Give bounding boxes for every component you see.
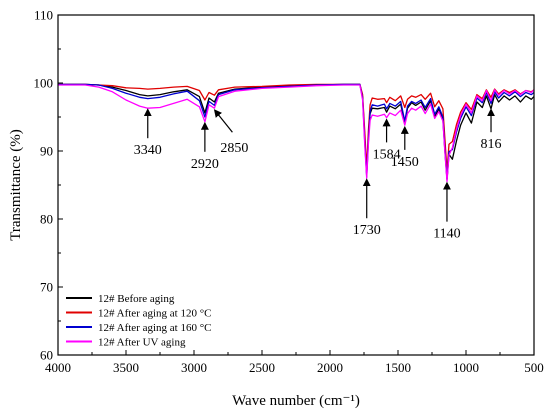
- annotation-label: 816: [481, 137, 502, 152]
- annotation-label: 3340: [134, 143, 162, 158]
- y-tick-label: 110: [34, 8, 53, 23]
- series-line-2: [58, 83, 535, 180]
- legend-entry: 12# After UV aging: [98, 337, 186, 349]
- annotation-arrow: [213, 109, 233, 133]
- legend-entry: 12# After aging at 120 °C: [98, 308, 211, 320]
- x-tick-label: 3000: [181, 360, 207, 375]
- series-layer: [58, 83, 535, 183]
- y-axis: 60 70 80 90 100 110: [34, 8, 63, 363]
- y-tick-label: 80: [40, 212, 53, 227]
- annotation-label: 1450: [391, 155, 419, 170]
- annotation-label: 1730: [353, 223, 381, 238]
- x-tick-label: 2500: [249, 360, 275, 375]
- y-tick-label: 100: [34, 76, 54, 91]
- annotation-label: 2850: [220, 141, 248, 156]
- x-tick-label: 3500: [113, 360, 139, 375]
- series-line-1: [58, 83, 535, 173]
- series-line-0: [58, 83, 535, 181]
- x-tick-label: 500: [524, 360, 544, 375]
- x-axis-label: Wave number (cm⁻¹): [232, 393, 360, 409]
- x-axis: 4000 3500 3000 2500 2000 1500 1000 500: [45, 350, 544, 375]
- y-tick-label: 70: [40, 280, 53, 295]
- y-axis-label: Transmittance (%): [8, 129, 24, 241]
- legend-entry: 12# After aging at 160 °C: [98, 322, 211, 334]
- legend-entry: 12# Before aging: [98, 293, 175, 305]
- annotation-label: 1140: [433, 227, 460, 242]
- x-tick-label: 1500: [385, 360, 411, 375]
- annotation-label: 2920: [191, 157, 219, 172]
- x-tick-label: 1000: [453, 360, 479, 375]
- y-tick-label: 90: [40, 144, 53, 159]
- series-line-3: [58, 84, 535, 183]
- annotation-label: 1584: [373, 147, 401, 162]
- x-tick-label: 4000: [45, 360, 71, 375]
- y-tick-label: 60: [40, 348, 53, 363]
- x-tick-label: 2000: [317, 360, 343, 375]
- legend: 12# Before aging 12# After aging at 120 °…: [66, 293, 211, 349]
